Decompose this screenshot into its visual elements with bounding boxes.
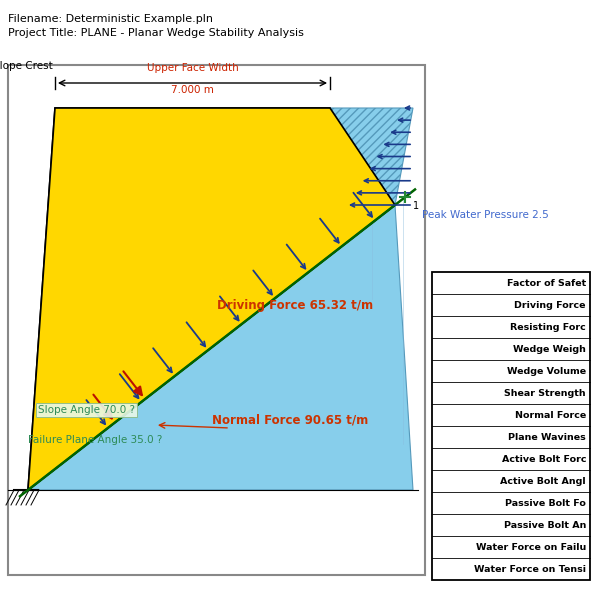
Text: Normal Force: Normal Force xyxy=(515,410,586,420)
Text: Active Bolt Angl: Active Bolt Angl xyxy=(500,477,586,485)
Text: Driving Force 65.32 t/m: Driving Force 65.32 t/m xyxy=(217,298,373,311)
Text: Slope Angle 70.0 ?: Slope Angle 70.0 ? xyxy=(38,405,135,415)
Text: Factor of Safet: Factor of Safet xyxy=(507,278,586,288)
Polygon shape xyxy=(28,108,395,490)
Text: Driving Force: Driving Force xyxy=(515,301,586,310)
Text: Peak Water Pressure 2.5: Peak Water Pressure 2.5 xyxy=(422,210,549,220)
Text: 1: 1 xyxy=(413,201,419,211)
Text: Resisting Forc: Resisting Forc xyxy=(510,323,586,332)
Text: Upper Face Width: Upper Face Width xyxy=(146,63,238,73)
Text: Passive Bolt Fo: Passive Bolt Fo xyxy=(505,498,586,507)
Text: Water Force on Failu: Water Force on Failu xyxy=(476,542,586,552)
Text: Slope Crest: Slope Crest xyxy=(0,61,53,71)
Text: Shear Strength: Shear Strength xyxy=(505,388,586,397)
Text: Passive Bolt An: Passive Bolt An xyxy=(503,520,586,529)
Polygon shape xyxy=(330,108,413,205)
Text: Wedge Volume: Wedge Volume xyxy=(507,366,586,375)
Polygon shape xyxy=(28,205,413,490)
Text: Filename: Deterministic Example.pln: Filename: Deterministic Example.pln xyxy=(8,14,213,24)
Text: Failure Plane Angle 35.0 ?: Failure Plane Angle 35.0 ? xyxy=(28,435,162,445)
Text: Wedge Weigh: Wedge Weigh xyxy=(513,345,586,353)
Text: Plane Wavines: Plane Wavines xyxy=(508,433,586,442)
Bar xyxy=(8,65,425,575)
Text: Normal Force 90.65 t/m: Normal Force 90.65 t/m xyxy=(212,413,368,426)
Text: Water Force on Tensi: Water Force on Tensi xyxy=(474,565,586,574)
Text: Active Bolt Forc: Active Bolt Forc xyxy=(502,455,586,464)
Text: Project Title: PLANE - Planar Wedge Stability Analysis: Project Title: PLANE - Planar Wedge Stab… xyxy=(8,28,304,38)
Text: 7.000 m: 7.000 m xyxy=(171,85,214,95)
Polygon shape xyxy=(28,108,395,490)
Bar xyxy=(432,272,590,580)
